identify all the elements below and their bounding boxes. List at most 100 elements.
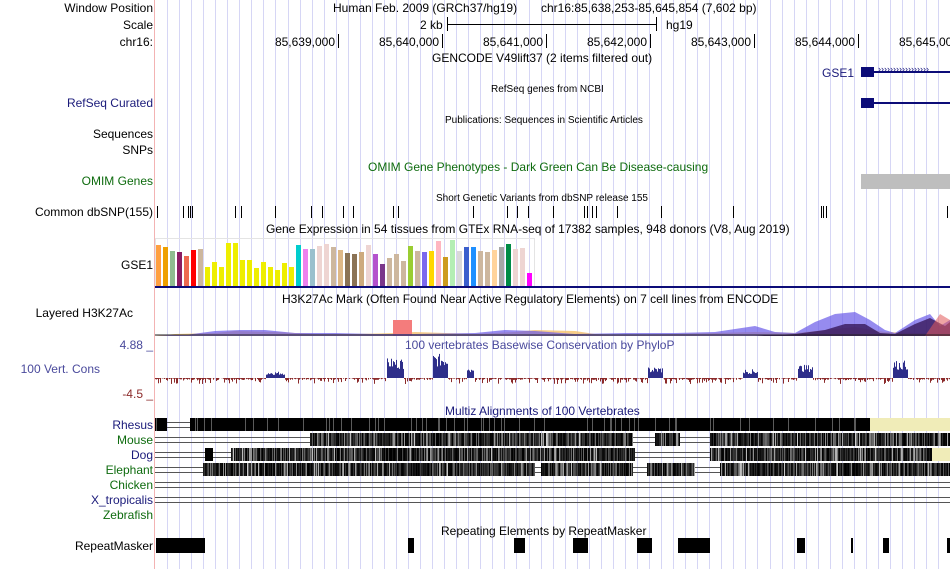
snps-label[interactable]: SNPs [122, 143, 153, 157]
gtex-bar[interactable] [219, 267, 224, 286]
gtex-bar[interactable] [226, 243, 231, 286]
gtex-bar[interactable] [436, 241, 441, 286]
gtex-bar[interactable] [394, 254, 399, 286]
gencode-exon[interactable] [861, 67, 874, 77]
gtex-bar[interactable] [163, 247, 168, 286]
gtex-bar[interactable] [184, 256, 189, 286]
repeat-element[interactable] [514, 538, 525, 553]
repeat-element[interactable] [156, 538, 205, 553]
snp-marker[interactable] [587, 206, 588, 218]
gtex-bar[interactable] [415, 251, 420, 286]
gtex-bar[interactable] [254, 268, 259, 286]
gtex-bar[interactable] [464, 247, 469, 286]
gtex-bar[interactable] [317, 246, 322, 286]
cons-label[interactable]: 100 Vert. Cons [20, 362, 100, 376]
repeat-element[interactable] [947, 538, 950, 553]
species-label[interactable]: Mouse [116, 433, 153, 447]
gtex-bar[interactable] [324, 244, 329, 286]
gtex-bar[interactable] [513, 249, 518, 286]
gtex-bar[interactable] [471, 247, 476, 286]
repeat-element[interactable] [678, 538, 710, 553]
omim-label[interactable]: OMIM Genes [81, 174, 153, 188]
gtex-bar[interactable] [457, 251, 462, 286]
dbsnp-label[interactable]: Common dbSNP(155) [34, 205, 153, 219]
gtex-bar[interactable] [373, 254, 378, 286]
snp-marker[interactable] [821, 206, 822, 218]
snp-marker[interactable] [826, 206, 827, 218]
snp-marker[interactable] [311, 206, 312, 218]
species-label[interactable]: Zebrafish [102, 508, 153, 522]
snp-marker[interactable] [343, 206, 344, 218]
gtex-bar[interactable] [191, 250, 196, 286]
snp-marker[interactable] [393, 206, 394, 218]
gtex-bar[interactable] [366, 245, 371, 286]
snp-marker[interactable] [157, 206, 158, 218]
gtex-bar[interactable] [380, 264, 385, 286]
snp-marker[interactable] [617, 206, 618, 218]
snp-marker[interactable] [275, 206, 276, 218]
gtex-bar[interactable] [331, 247, 336, 286]
snp-marker[interactable] [507, 206, 508, 218]
gtex-bar[interactable] [177, 252, 182, 286]
gtex-bar[interactable] [408, 246, 413, 286]
gtex-bar[interactable] [450, 240, 455, 286]
snp-marker[interactable] [188, 206, 189, 218]
cons-signal[interactable] [155, 340, 950, 400]
snp-marker[interactable] [235, 206, 236, 218]
omim-gene-bar[interactable] [861, 174, 950, 189]
gtex-bar[interactable] [170, 251, 175, 286]
snp-marker[interactable] [823, 206, 824, 218]
gtex-bar[interactable] [506, 244, 511, 286]
gtex-bar[interactable] [359, 252, 364, 286]
gtex-bar[interactable] [205, 267, 210, 286]
species-label[interactable]: Chicken [109, 478, 153, 492]
snp-marker[interactable] [517, 206, 518, 218]
gtex-bar[interactable] [429, 251, 434, 286]
gtex-bar[interactable] [345, 253, 350, 286]
gtex-bar[interactable] [310, 249, 315, 286]
h3k27ac-signal[interactable] [155, 300, 950, 336]
refseq-intron[interactable] [874, 102, 950, 104]
snp-marker[interactable] [596, 206, 597, 218]
snp-marker[interactable] [584, 206, 585, 218]
repeat-element[interactable] [883, 538, 889, 553]
snp-marker[interactable] [733, 206, 734, 218]
gtex-bar[interactable] [156, 245, 161, 286]
gtex-bar[interactable] [275, 270, 280, 286]
repeat-element[interactable] [851, 538, 853, 553]
snp-marker[interactable] [947, 206, 948, 218]
snp-marker[interactable] [192, 206, 193, 218]
repeat-element[interactable] [408, 538, 414, 553]
multiz-alignments[interactable] [155, 418, 950, 518]
gtex-bar[interactable] [401, 261, 406, 286]
h3k27ac-label[interactable]: Layered H3K27Ac [35, 306, 133, 320]
species-label[interactable]: Elephant [105, 463, 153, 477]
gtex-bar[interactable] [485, 252, 490, 286]
snp-marker[interactable] [398, 206, 399, 218]
gtex-bar[interactable] [443, 257, 448, 286]
gtex-bar[interactable] [289, 267, 294, 286]
gtex-bar[interactable] [303, 249, 308, 286]
snp-marker[interactable] [473, 206, 474, 218]
species-label[interactable]: Rhesus [112, 418, 153, 432]
gencode-gene-label[interactable]: GSE1 [822, 66, 855, 80]
sequences-label[interactable]: Sequences [92, 127, 153, 141]
gtex-bar[interactable] [492, 250, 497, 286]
snp-marker[interactable] [553, 206, 554, 218]
gtex-bar[interactable] [352, 254, 357, 286]
refseq-label[interactable]: RefSeq Curated [66, 96, 153, 110]
gtex-bar[interactable] [338, 250, 343, 286]
gtex-bar[interactable] [261, 262, 266, 286]
snp-marker[interactable] [592, 206, 593, 218]
refseq-exon[interactable] [861, 98, 874, 108]
snp-marker[interactable] [353, 206, 354, 218]
snp-marker[interactable] [322, 206, 323, 218]
gtex-label[interactable]: GSE1 [120, 258, 153, 272]
repeat-element[interactable] [573, 538, 588, 553]
snp-marker[interactable] [528, 206, 529, 218]
repeatmasker-label[interactable]: RepeatMasker [74, 539, 153, 553]
gtex-bar[interactable] [240, 260, 245, 286]
gtex-bar[interactable] [422, 252, 427, 286]
gtex-bar[interactable] [212, 262, 217, 286]
repeat-element[interactable] [797, 538, 805, 553]
